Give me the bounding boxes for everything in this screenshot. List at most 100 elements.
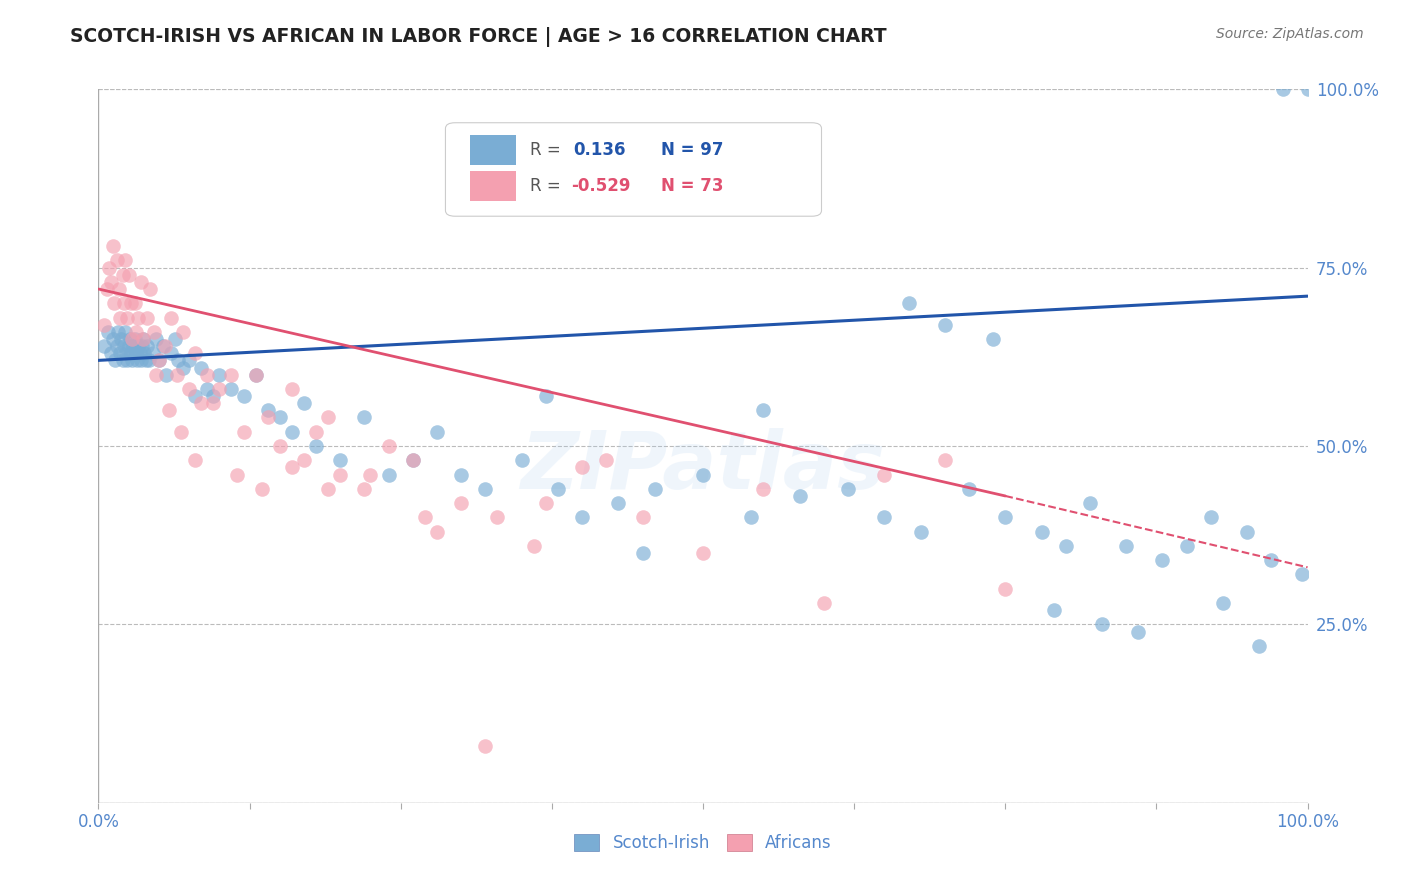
Point <box>152 339 174 353</box>
Point <box>138 353 160 368</box>
Text: Source: ZipAtlas.com: Source: ZipAtlas.com <box>1216 27 1364 41</box>
Point <box>1260 553 1282 567</box>
Point <box>132 332 155 346</box>
Point <box>377 439 399 453</box>
Point <box>245 368 267 382</box>
Point <box>127 353 149 368</box>
Point <box>114 253 136 268</box>
Point <box>281 460 304 475</box>
Point <box>167 353 190 368</box>
Point <box>112 296 135 310</box>
Point <box>143 325 166 339</box>
Point <box>163 332 186 346</box>
Point <box>96 282 118 296</box>
Point <box>631 546 654 560</box>
Point <box>115 346 138 360</box>
Point <box>101 239 124 253</box>
Point <box>910 524 932 539</box>
Point <box>934 453 956 467</box>
FancyBboxPatch shape <box>470 135 516 165</box>
Point <box>172 325 194 339</box>
Point <box>1272 82 1295 96</box>
Point <box>114 325 136 339</box>
Point <box>1291 567 1313 582</box>
Point <box>1031 524 1053 539</box>
Point <box>1152 553 1174 567</box>
Point <box>256 403 278 417</box>
Point <box>837 482 859 496</box>
Point <box>740 510 762 524</box>
Point <box>153 339 176 353</box>
Point <box>232 425 254 439</box>
Point <box>145 368 167 382</box>
Point <box>486 510 509 524</box>
Point <box>117 353 139 368</box>
Point <box>1128 624 1150 639</box>
Point <box>316 482 339 496</box>
Text: R =: R = <box>530 141 567 159</box>
Point <box>221 382 243 396</box>
Point <box>510 453 533 467</box>
Point <box>125 325 148 339</box>
Point <box>93 318 115 332</box>
Point <box>873 510 896 524</box>
Legend: Scotch-Irish, Africans: Scotch-Irish, Africans <box>568 827 838 859</box>
Point <box>281 382 304 396</box>
Point <box>534 389 557 403</box>
Point <box>195 368 218 382</box>
Point <box>644 482 666 496</box>
Point <box>101 332 124 346</box>
Point <box>813 596 835 610</box>
Point <box>292 396 315 410</box>
Point <box>1091 617 1114 632</box>
Point <box>179 382 201 396</box>
Point <box>692 546 714 560</box>
Point <box>595 453 617 467</box>
Point <box>129 275 152 289</box>
Point <box>873 467 896 482</box>
Point <box>172 360 194 375</box>
Point <box>450 496 472 510</box>
Point <box>112 339 135 353</box>
Point <box>132 332 155 346</box>
Point <box>145 332 167 346</box>
Point <box>402 453 425 467</box>
Point <box>108 346 131 360</box>
Point <box>129 353 152 368</box>
Point <box>789 489 811 503</box>
Point <box>169 425 191 439</box>
Point <box>292 453 315 467</box>
Point <box>111 353 134 368</box>
Point <box>148 353 170 368</box>
Point <box>184 453 207 467</box>
Point <box>413 510 436 524</box>
FancyBboxPatch shape <box>470 170 516 201</box>
Point <box>195 382 218 396</box>
Text: SCOTCH-IRISH VS AFRICAN IN LABOR FORCE | AGE > 16 CORRELATION CHART: SCOTCH-IRISH VS AFRICAN IN LABOR FORCE |… <box>70 27 887 46</box>
Point <box>105 253 128 268</box>
Point <box>208 382 231 396</box>
Point <box>142 346 165 360</box>
Point <box>202 396 225 410</box>
Point <box>305 439 328 453</box>
Point <box>184 346 207 360</box>
Point <box>250 482 273 496</box>
Point <box>245 368 267 382</box>
Point <box>157 403 180 417</box>
Point <box>98 260 121 275</box>
Point <box>110 332 132 346</box>
Point <box>426 425 449 439</box>
Point <box>957 482 980 496</box>
Point <box>607 496 630 510</box>
Point <box>190 360 212 375</box>
Point <box>103 296 125 310</box>
Point <box>127 339 149 353</box>
Point <box>160 310 183 325</box>
Text: -0.529: -0.529 <box>571 177 631 194</box>
Point <box>208 368 231 382</box>
Point <box>155 368 177 382</box>
Point <box>125 346 148 360</box>
Point <box>1115 539 1137 553</box>
Point <box>1175 539 1198 553</box>
Point <box>108 282 131 296</box>
